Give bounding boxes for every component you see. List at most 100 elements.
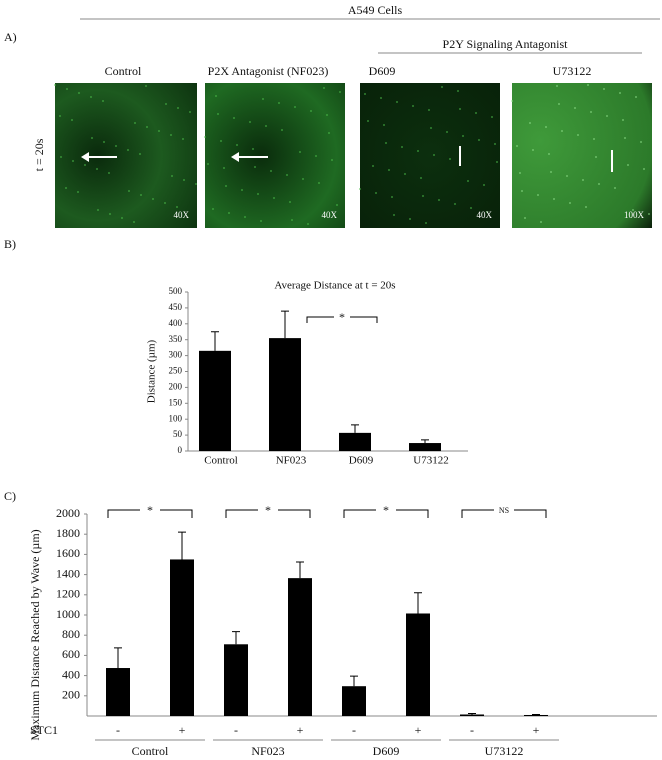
cell-speck: [78, 92, 80, 94]
y-tick-label: 600: [62, 647, 80, 661]
cell-speck: [462, 135, 464, 137]
error-bar: [296, 561, 304, 579]
cell-speck: [459, 108, 461, 110]
y-tick-label: 500: [169, 286, 183, 296]
cell-speck: [195, 183, 197, 185]
cell-speck: [249, 121, 251, 123]
cell-speck: [388, 169, 390, 171]
y-axis-label: Distance (µm): [146, 339, 158, 403]
cell-speck: [529, 122, 531, 124]
y-tick-label: 0: [178, 445, 183, 455]
arrow-head: [81, 152, 89, 162]
bracket-gap: [494, 507, 514, 513]
error-bar: [532, 713, 540, 715]
bracket-gap: [376, 507, 396, 513]
cell-speck: [438, 199, 440, 201]
cell-speck: [96, 168, 98, 170]
cell-speck: [577, 134, 579, 136]
y-tick-label: 300: [169, 350, 183, 360]
cell-speck: [233, 117, 235, 119]
cell-speck: [176, 206, 178, 208]
significance: *: [265, 503, 271, 517]
cell-speck: [260, 220, 262, 222]
cell-speck: [548, 153, 550, 155]
y-axis-label: Maximum Distance Reached by Wave (µm): [28, 529, 42, 740]
cell-speck: [72, 160, 74, 162]
y-tick-label: 200: [169, 381, 183, 391]
cell-speck: [158, 130, 160, 132]
cell-speck: [225, 185, 227, 187]
bar: [342, 686, 366, 716]
cell-speck: [102, 100, 104, 102]
bar: [288, 578, 312, 716]
group-header: P2Y Signaling Antagonist: [443, 37, 569, 51]
cell-speck: [627, 164, 629, 166]
bracket-gap: [258, 507, 278, 513]
cell-speck: [582, 179, 584, 181]
y-tick-label: 400: [169, 318, 183, 328]
bar: [106, 668, 130, 716]
cell-speck: [91, 137, 93, 139]
cell-speck: [494, 143, 496, 145]
cell-speck: [478, 139, 480, 141]
cell-speck: [310, 110, 312, 112]
cell-speck: [299, 151, 301, 153]
cell-speck: [619, 92, 621, 94]
cell-speck: [467, 180, 469, 182]
cell-speck: [328, 132, 330, 134]
y-tick-label: 350: [169, 334, 183, 344]
cell-speck: [401, 146, 403, 148]
cell-speck: [566, 175, 568, 177]
cell-speck: [59, 115, 61, 117]
cell-speck: [265, 125, 267, 127]
cell-speck: [532, 149, 534, 151]
bar: [170, 559, 194, 716]
cell-speck: [519, 172, 521, 174]
bar: [269, 338, 301, 451]
cell-speck: [171, 175, 173, 177]
cell-speck: [537, 194, 539, 196]
cell-speck: [524, 217, 526, 219]
cell-speck: [486, 211, 488, 213]
cell-speck: [127, 149, 129, 151]
arrow-head: [231, 152, 239, 162]
row-label: STC1: [30, 723, 58, 737]
cell-speck: [164, 202, 166, 204]
magnification: 40X: [477, 210, 493, 220]
cell-speck: [558, 103, 560, 105]
y-tick-label: 100: [169, 413, 183, 423]
cell-speck: [428, 109, 430, 111]
cell-speck: [496, 161, 498, 163]
cell-speck: [556, 85, 558, 87]
cell-speck: [252, 148, 254, 150]
cell-speck: [189, 111, 191, 113]
cell-speck: [212, 208, 214, 210]
cell-speck: [632, 209, 634, 211]
cell-speck: [457, 90, 459, 92]
cell-speck: [121, 217, 123, 219]
cell-speck: [483, 184, 485, 186]
cell-speck: [648, 213, 650, 215]
error-bar: [281, 310, 289, 339]
cell-speck: [66, 88, 68, 90]
significance: NS: [499, 506, 509, 515]
cell-speck: [574, 107, 576, 109]
cell-speck: [145, 85, 147, 87]
bar: [199, 350, 231, 451]
x-tick-label: -: [116, 723, 120, 737]
y-tick-label: 450: [169, 302, 183, 312]
cell-speck: [262, 98, 264, 100]
error-bar: [468, 712, 476, 715]
cell-speck: [425, 222, 427, 224]
cell-speck: [417, 150, 419, 152]
cell-speck: [385, 142, 387, 144]
cell-speck: [491, 116, 493, 118]
image-label: P2X Antagonist (NF023): [208, 64, 329, 78]
y-tick-label: 400: [62, 667, 80, 681]
cell-speck: [622, 119, 624, 121]
x-tick-label: -: [234, 723, 238, 737]
cell-speck: [254, 166, 256, 168]
figure-header: A549 Cells: [348, 3, 403, 17]
